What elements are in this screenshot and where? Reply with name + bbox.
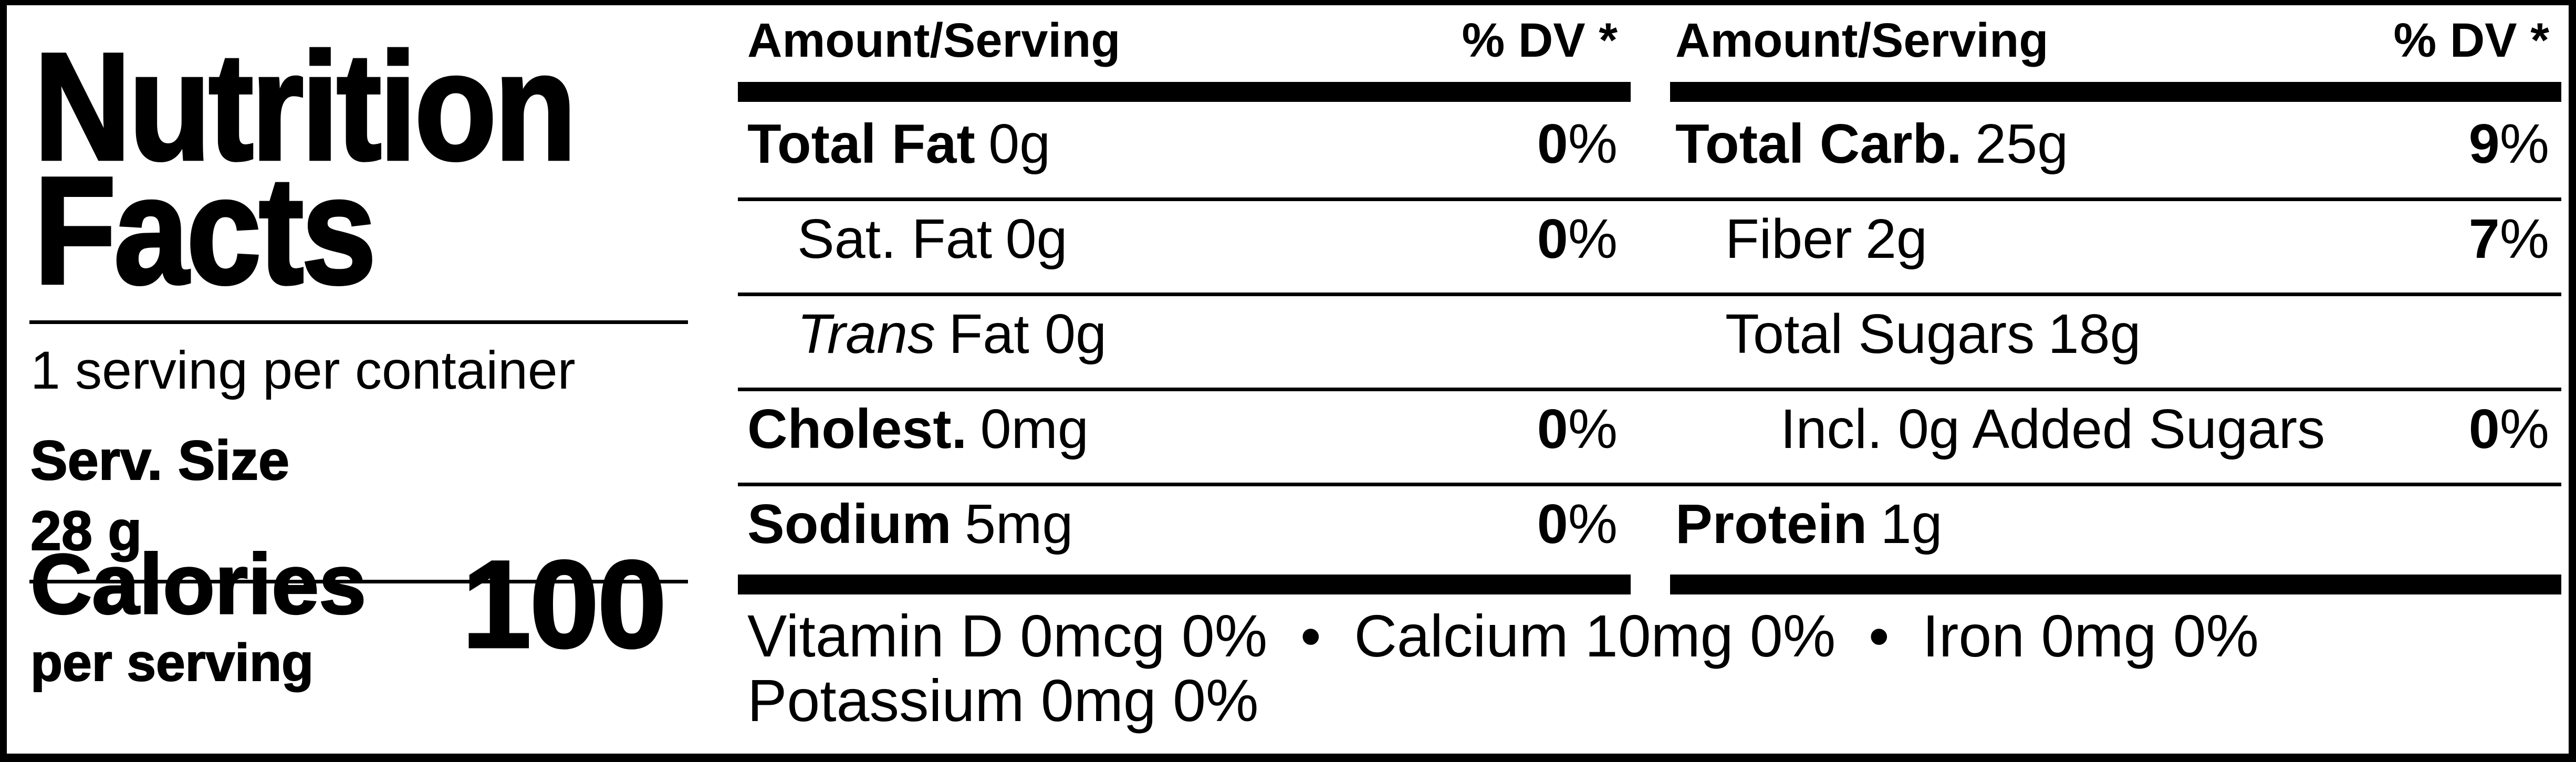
column1-header: Amount/Serving % DV * [738, 16, 1631, 65]
nutrient-amount: 1g [1880, 493, 1943, 555]
nutrient-dv: 0% [1537, 398, 1618, 460]
nutrient-name: Fiber [1725, 208, 1852, 270]
nutrient-dv: 0% [2468, 398, 2549, 460]
nutrient-name: Trans [797, 303, 936, 365]
label-title: Nutrition Facts [33, 29, 578, 308]
serving-size: Serv. Size 28 g [30, 425, 290, 566]
percent-sign: % [1568, 493, 1618, 555]
row-sodium: Sodium 5mg 0% [738, 496, 1631, 552]
calories-label: Calories [29, 537, 367, 632]
row-cholesterol: Cholest. 0mg 0% [738, 401, 1631, 457]
column2-header-dv: % DV * [2393, 14, 2549, 67]
nutrient-name: Cholest. [747, 398, 967, 460]
percent-sign: % [1568, 113, 1618, 175]
row-total-carb: Total Carb. 25g 9% [1670, 116, 2561, 172]
nutrient-dv: 9% [2468, 113, 2549, 175]
percent-sign: % [2499, 113, 2549, 175]
divider-under-title [29, 320, 688, 324]
row-total-fat: Total Fat 0g 0% [738, 116, 1631, 172]
serving-size-value: 28 g [30, 499, 142, 562]
percent-sign: % [1568, 398, 1618, 460]
title-line-1: Nutrition [33, 22, 578, 192]
thick-bar-bottom-col2 [1670, 575, 2561, 594]
nutrient-name: Total Sugars [1725, 303, 2035, 365]
calories-value: 100 [461, 535, 668, 674]
micronutrients-line-1: Vitamin D 0mcg 0% • Calcium 10mg 0% • Ir… [747, 603, 2259, 669]
nutrient-amount: 0g [1005, 208, 1068, 270]
percent-sign: % [2499, 208, 2549, 270]
servings-per-container: 1 serving per container [30, 340, 576, 400]
micronutrients: Vitamin D 0mcg 0% • Calcium 10mg 0% • Ir… [747, 604, 2259, 733]
divider-under-serving-size [29, 580, 688, 583]
calories-subtitle: per serving [30, 633, 314, 692]
nutrient-dv: 0% [1537, 208, 1618, 270]
micronutrients-line-2: Potassium 0mg 0% [747, 667, 1259, 734]
row-divider-1 [738, 197, 2561, 201]
percent-sign: % [2499, 398, 2549, 460]
thick-bar-bottom-col1 [738, 575, 1631, 594]
nutrient-dv: 0% [1537, 493, 1618, 555]
nutrient-name: Total Fat [747, 113, 975, 175]
row-fiber: Fiber 2g 7% [1670, 211, 2561, 267]
nutrient-amount: 25g [1975, 113, 2069, 175]
nutrient-name: Sat. Fat [797, 208, 993, 270]
thick-bar-top-col1 [738, 82, 1631, 102]
thick-bar-top-col2 [1670, 82, 2561, 102]
nutrient-amount: 18g [2048, 303, 2141, 365]
serving-size-label: Serv. Size [30, 429, 290, 492]
nutrient-amount: 5mg [965, 493, 1073, 555]
row-divider-3 [738, 388, 2561, 391]
nutrient-amount: 2g [1865, 208, 1927, 270]
column2-header-amount: Amount/Serving [1675, 14, 2049, 67]
column1-header-amount: Amount/Serving [747, 14, 1121, 67]
row-sat-fat: Sat. Fat 0g 0% [738, 211, 1631, 267]
column2-header: Amount/Serving % DV * [1670, 16, 2561, 65]
nutrient-name: Incl. 0g Added Sugars [1780, 398, 2325, 460]
percent-sign: % [1568, 208, 1618, 270]
row-divider-2 [738, 293, 2561, 296]
row-divider-4 [738, 483, 2561, 486]
nutrient-name: Protein [1675, 493, 1868, 555]
nutrient-name: Sodium [747, 493, 952, 555]
nutrient-name: Total Carb. [1675, 113, 1962, 175]
row-added-sugars: Incl. 0g Added Sugars 0% [1670, 401, 2561, 457]
nutrient-amount: 0mg [980, 398, 1089, 460]
nutrient-amount: 0g [988, 113, 1051, 175]
nutrient-amount: Fat 0g [948, 303, 1107, 365]
nutrient-dv: 0% [1537, 113, 1618, 175]
column1-header-dv: % DV * [1462, 14, 1618, 67]
nutrient-dv: 7% [2468, 208, 2549, 270]
title-line-2: Facts [33, 145, 378, 316]
